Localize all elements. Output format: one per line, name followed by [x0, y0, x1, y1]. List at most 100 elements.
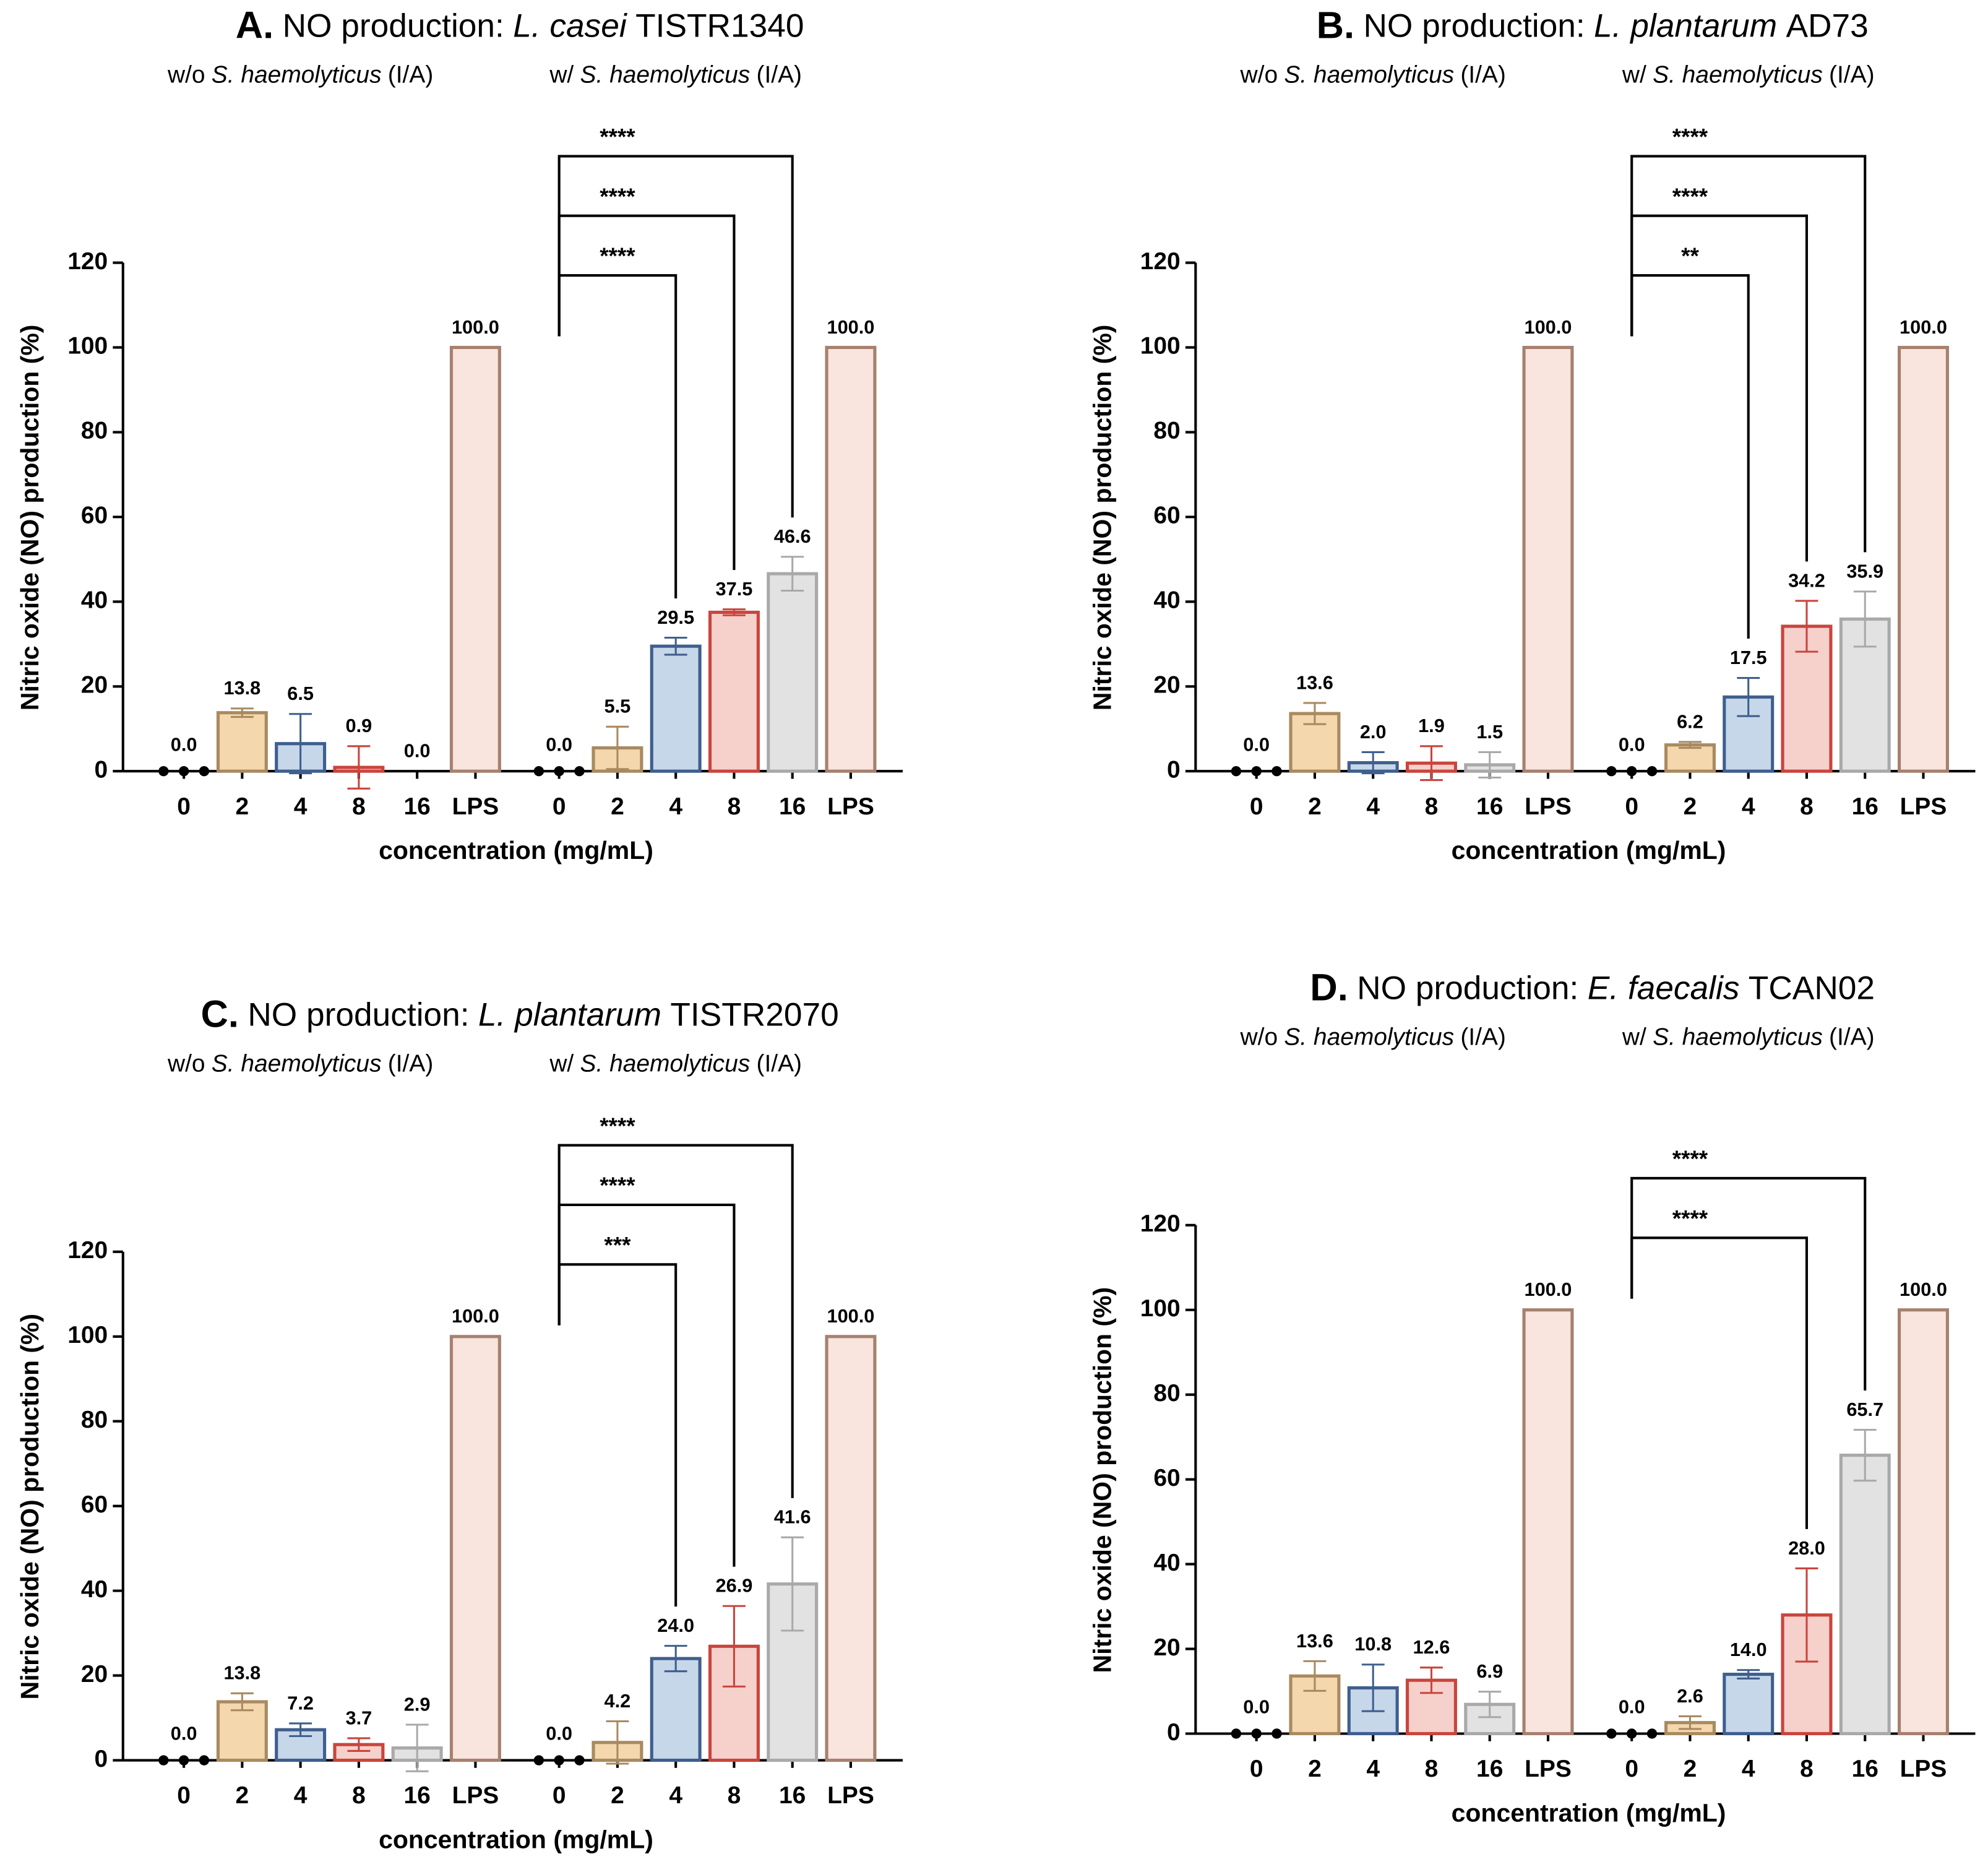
x-tick-label: 4	[1742, 793, 1755, 820]
group-species: S. haemolyticus	[212, 1051, 382, 1077]
x-tick-label: 8	[1800, 1756, 1814, 1782]
value-label: 34.2	[1788, 569, 1825, 591]
dot	[554, 1755, 564, 1766]
dot	[533, 766, 544, 777]
y-tick-label: 20	[81, 672, 108, 699]
group-species: S. haemolyticus	[1653, 1024, 1823, 1051]
x-tick-label: 16	[404, 793, 431, 820]
y-tick-label: 40	[1153, 587, 1180, 614]
significance-label: **	[1681, 243, 1699, 269]
x-tick-label: 2	[1684, 793, 1697, 820]
dot	[554, 766, 564, 777]
bar	[1898, 1308, 1949, 1736]
dot	[1606, 1728, 1617, 1739]
x-tick-label: 2	[1308, 1756, 1322, 1782]
panel: B. NO production: L. plantarum AD7302040608…	[1088, 4, 1976, 865]
x-tick-label: 0	[1625, 1756, 1638, 1782]
group-prefix: w/o	[1240, 62, 1278, 88]
value-label: 100.0	[1900, 1278, 1947, 1300]
bar	[1839, 1454, 1891, 1736]
group-prefix: w/	[1622, 62, 1646, 88]
value-label: 0.0	[1619, 733, 1645, 755]
x-axis-label: concentration (mg/mL)	[1452, 836, 1726, 865]
dot	[574, 766, 585, 777]
significance-bracket	[557, 1263, 678, 1607]
x-axis-label: concentration (mg/mL)	[1452, 1798, 1726, 1827]
value-label: 6.5	[287, 683, 314, 704]
value-label: 0.0	[1243, 1696, 1270, 1718]
dot	[1231, 1728, 1242, 1739]
data-points	[533, 1755, 585, 1766]
data-points	[158, 766, 210, 777]
x-tick-label: 0	[177, 793, 191, 820]
dot	[1272, 766, 1282, 777]
group-suffix: (I/A)	[1829, 1024, 1875, 1051]
significance-label: ****	[1672, 124, 1708, 149]
value-label: 0.0	[546, 733, 572, 755]
group-prefix: w/	[549, 1051, 574, 1077]
value-label: 100.0	[1525, 316, 1572, 338]
value-label: 100.0	[1525, 1278, 1572, 1300]
title-strain: TISTR2070	[670, 997, 838, 1033]
x-tick-label: 16	[1476, 793, 1503, 820]
value-label: 0.0	[171, 1723, 197, 1744]
group-label: w/o S. haemolyticus (I/A)	[1240, 62, 1506, 88]
bar	[449, 1335, 501, 1762]
x-tick-label: 2	[236, 793, 249, 820]
group-suffix: (I/A)	[388, 1051, 434, 1077]
bar	[449, 345, 501, 773]
bar	[767, 572, 819, 773]
y-tick-label: 40	[1153, 1550, 1180, 1576]
value-label: 12.6	[1413, 1636, 1450, 1658]
value-label: 24.0	[657, 1615, 694, 1636]
x-tick-label: 0	[1625, 793, 1638, 820]
value-label: 3.7	[346, 1707, 372, 1728]
y-tick-label: 100	[1140, 333, 1181, 360]
significance-bracket	[1630, 1236, 1809, 1529]
y-tick-label: 80	[81, 418, 108, 444]
value-label: 100.0	[827, 1305, 875, 1327]
y-tick-label: 0	[95, 756, 108, 783]
group-label: w/S. haemolyticus (I/A)	[549, 62, 802, 88]
y-tick-label: 0	[1167, 756, 1181, 783]
title-species: L. casei	[513, 8, 628, 45]
y-tick-label: 120	[67, 248, 108, 275]
value-label: 1.5	[1476, 721, 1503, 743]
value-label: 5.5	[605, 696, 631, 717]
value-label: 65.7	[1846, 1399, 1883, 1420]
chart-title: B. NO production: L. plantarum AD73	[1317, 4, 1869, 47]
data-points	[533, 766, 585, 777]
x-tick-label: 16	[1476, 1756, 1503, 1782]
value-label: 0.0	[404, 740, 431, 762]
bar	[1898, 345, 1949, 773]
dot	[178, 1755, 189, 1766]
value-label: 13.6	[1296, 1630, 1333, 1652]
group-label: w/o S. haemolyticus (I/A)	[1240, 1024, 1506, 1051]
group-prefix: w/	[549, 62, 574, 88]
x-tick-label: 16	[779, 793, 806, 820]
x-tick-label: 0	[553, 1782, 566, 1809]
dot	[574, 1755, 585, 1766]
x-tick-label: 8	[728, 1782, 741, 1809]
title-letter: A.	[236, 4, 273, 47]
value-label: 0.0	[171, 733, 197, 755]
group-suffix: (I/A)	[1829, 62, 1875, 88]
significance-bracket	[1630, 274, 1750, 639]
value-label: 26.9	[716, 1575, 753, 1597]
significance-label: ****	[1672, 1146, 1708, 1171]
dot	[199, 766, 210, 777]
panel: D. NO production: E. faecalis TCAN020204060…	[1088, 967, 1976, 1827]
x-tick-label: 4	[669, 1782, 682, 1809]
x-tick-label: 4	[294, 1782, 308, 1809]
significance-bracket	[557, 274, 678, 598]
data-points	[1606, 766, 1658, 777]
x-tick-label: 0	[553, 793, 566, 820]
y-tick-label: 60	[1153, 502, 1180, 529]
group-suffix: (I/A)	[1460, 62, 1506, 88]
bar	[825, 345, 877, 773]
x-tick-label: LPS	[452, 793, 499, 820]
data-points	[1606, 1728, 1658, 1739]
x-tick-label: 4	[669, 793, 682, 820]
value-label: 29.5	[657, 606, 694, 628]
